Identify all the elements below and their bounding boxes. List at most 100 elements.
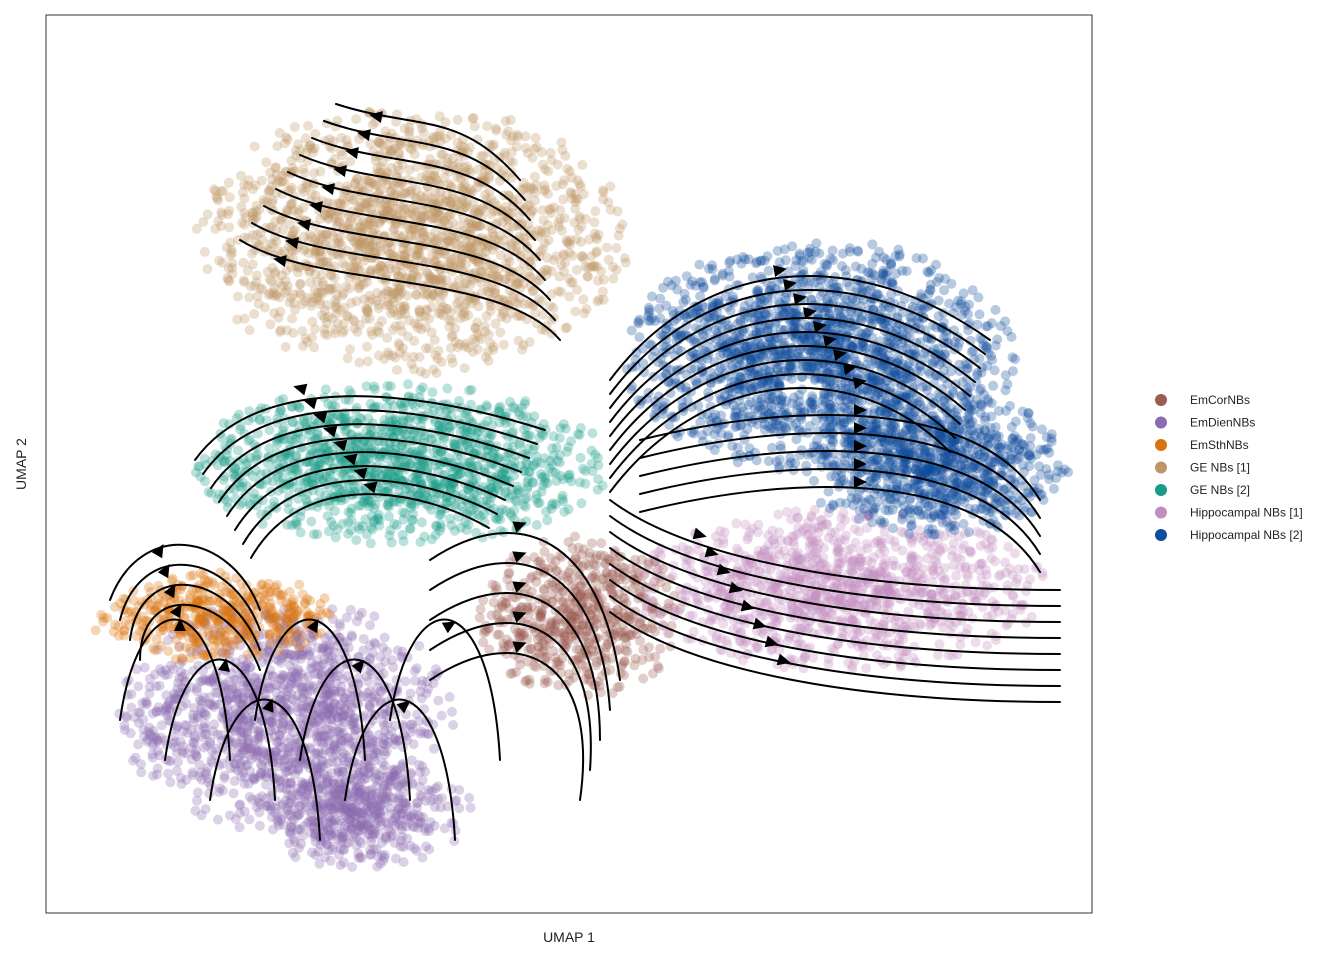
- data-point: [302, 788, 313, 799]
- data-point: [558, 596, 569, 607]
- data-point: [552, 614, 563, 625]
- data-point: [217, 785, 228, 796]
- data-point: [543, 633, 554, 644]
- data-point: [349, 730, 360, 741]
- data-point: [348, 716, 359, 727]
- data-point: [208, 676, 219, 687]
- data-point: [267, 716, 278, 727]
- data-point: [501, 634, 512, 645]
- data-point: [292, 789, 303, 800]
- data-point: [261, 779, 271, 790]
- data-point: [474, 612, 485, 623]
- data-point: [337, 802, 348, 813]
- data-point: [305, 744, 316, 754]
- data-point: [560, 642, 571, 653]
- data-point: [265, 716, 275, 727]
- data-point: [440, 237, 451, 248]
- data-point: [232, 765, 243, 776]
- data-point: [334, 784, 345, 795]
- data-point: [236, 762, 247, 773]
- data-point: [379, 708, 390, 719]
- data-point: [639, 569, 650, 580]
- data-point: [210, 699, 221, 710]
- data-point: [375, 237, 386, 248]
- data-point: [351, 782, 362, 793]
- data-point: [292, 764, 303, 774]
- data-point: [389, 143, 400, 154]
- data-point: [435, 296, 446, 307]
- data-point: [429, 195, 440, 206]
- data-point: [316, 609, 327, 620]
- data-point: [500, 598, 511, 609]
- data-point: [251, 270, 262, 281]
- data-point: [526, 586, 537, 597]
- data-point: [556, 137, 567, 148]
- data-point: [547, 631, 558, 642]
- data-point: [538, 635, 549, 646]
- data-point: [145, 728, 156, 739]
- data-point: [242, 727, 253, 738]
- data-point: [550, 652, 561, 663]
- data-point: [348, 713, 359, 724]
- data-point: [297, 685, 308, 696]
- data-point: [297, 589, 308, 600]
- data-point: [255, 752, 266, 763]
- data-point: [338, 258, 349, 268]
- data-point: [570, 551, 581, 562]
- data-point: [539, 180, 550, 191]
- data-point: [175, 585, 186, 595]
- data-point: [469, 121, 480, 132]
- data-point: [478, 595, 489, 606]
- data-point: [206, 755, 217, 766]
- data-point: [229, 594, 239, 605]
- data-point: [337, 696, 348, 707]
- data-point: [361, 671, 372, 682]
- data-point: [309, 669, 320, 680]
- data-point: [586, 538, 597, 549]
- data-point: [625, 630, 636, 641]
- data-point: [492, 629, 503, 640]
- data-point: [571, 557, 582, 568]
- data-point: [310, 324, 320, 334]
- data-point: [358, 767, 369, 778]
- data-point: [575, 575, 586, 585]
- data-point: [407, 270, 418, 281]
- data-point: [560, 257, 571, 268]
- data-point: [355, 796, 366, 807]
- data-point: [226, 752, 237, 763]
- data-point: [283, 205, 294, 216]
- data-point: [547, 561, 558, 572]
- data-point: [623, 629, 634, 640]
- data-point: [182, 728, 193, 738]
- data-point: [352, 723, 363, 734]
- series-ge-nbs-2: [191, 379, 608, 549]
- data-point: [255, 799, 266, 810]
- data-point: [514, 653, 525, 664]
- data-point: [331, 282, 342, 293]
- data-point: [401, 814, 412, 825]
- data-point: [238, 745, 249, 756]
- data-point: [236, 742, 247, 752]
- data-point: [459, 278, 470, 289]
- data-point: [278, 774, 289, 785]
- data-point: [191, 686, 202, 697]
- data-point: [366, 692, 377, 703]
- data-point: [326, 651, 337, 662]
- data-point: [612, 604, 623, 615]
- data-point: [188, 737, 199, 748]
- data-point: [245, 662, 256, 673]
- data-point: [615, 627, 626, 638]
- data-point: [289, 122, 300, 132]
- data-point: [592, 611, 603, 622]
- series-emsthnbs: [90, 567, 335, 665]
- data-point: [259, 302, 270, 313]
- data-point: [332, 756, 343, 767]
- data-point: [336, 803, 346, 814]
- data-point: [293, 267, 303, 278]
- data-point: [586, 573, 597, 583]
- data-point: [566, 611, 577, 622]
- data-point: [289, 650, 300, 661]
- data-point: [249, 141, 260, 152]
- data-point: [388, 289, 399, 300]
- data-point: [215, 628, 226, 638]
